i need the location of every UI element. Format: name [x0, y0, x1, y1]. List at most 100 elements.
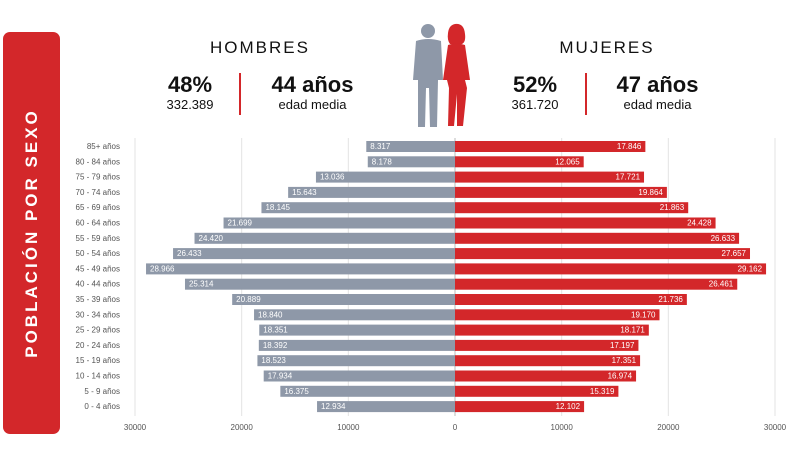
bar-hombres [288, 186, 455, 198]
mujeres-divider [585, 73, 587, 115]
bar-mujeres [455, 370, 637, 382]
bar-mujeres-label: 27.657 [722, 249, 747, 258]
bar-mujeres [455, 278, 738, 290]
bar-hombres [366, 141, 455, 152]
bar-hombres [194, 232, 455, 244]
side-banner: POBLACIÓN POR SEXO [3, 32, 60, 434]
bar-mujeres [455, 141, 646, 152]
bar-mujeres [455, 309, 660, 321]
bar-hombres [259, 324, 455, 336]
bar-mujeres [455, 401, 585, 413]
bar-mujeres-label: 17.197 [610, 341, 635, 350]
bar-hombres [367, 156, 455, 168]
mujeres-pct: 52% [512, 72, 558, 97]
bar-mujeres [455, 294, 687, 305]
bars [146, 141, 767, 413]
bar-hombres-label: 18.392 [263, 341, 288, 350]
bar-hombres-label: 15.643 [292, 188, 317, 197]
age-group-label: 5 - 9 años [84, 387, 120, 396]
mujeres-total: 361.720 [511, 97, 559, 112]
bar-mujeres [455, 385, 619, 397]
bar-hombres-label: 18.145 [265, 203, 290, 212]
bar-mujeres-label: 26.633 [711, 234, 736, 243]
bar-mujeres [455, 339, 639, 351]
age-group-label: 60 - 64 años [76, 219, 120, 228]
bar-hombres [263, 370, 455, 382]
hombres-divider [239, 73, 241, 115]
age-group-label: 35 - 39 años [76, 295, 120, 304]
mujeres-avg-label: edad media [623, 97, 692, 112]
age-group-label: 55 - 59 años [76, 234, 120, 243]
age-group-label: 80 - 84 años [76, 157, 120, 166]
bar-hombres-label: 26.433 [177, 249, 202, 258]
age-group-label: 15 - 19 años [76, 356, 120, 365]
bar-hombres [257, 355, 455, 367]
bar-hombres [280, 385, 455, 397]
age-group-label: 50 - 54 años [76, 249, 120, 258]
x-tick-label: 10000 [337, 423, 360, 432]
x-tick-label: 0 [453, 423, 458, 432]
bar-hombres-label: 24.420 [199, 234, 224, 243]
bar-mujeres [455, 217, 716, 229]
bar-hombres-label: 17.934 [268, 372, 293, 381]
x-tick-label: 30000 [764, 423, 787, 432]
woman-silhouette-icon [443, 23, 470, 126]
bar-mujeres [455, 248, 751, 260]
bar-hombres [184, 278, 455, 290]
bar-hombres [315, 171, 455, 183]
bar-hombres [173, 248, 455, 260]
mujeres-title: MUJERES [559, 38, 655, 57]
age-group-label: 10 - 14 años [76, 372, 120, 381]
bar-hombres [232, 294, 455, 305]
bar-hombres-label: 28.966 [150, 264, 175, 273]
bar-mujeres [455, 171, 645, 183]
bar-hombres [258, 339, 455, 351]
bar-mujeres [455, 186, 667, 198]
age-group-label: 25 - 29 años [76, 326, 120, 335]
bar-mujeres-label: 24.428 [687, 219, 712, 228]
bar-hombres-label: 25.314 [189, 280, 214, 289]
x-tick-label: 20000 [231, 423, 254, 432]
grid-lines [134, 138, 776, 416]
age-group-label: 70 - 74 años [76, 188, 120, 197]
bar-mujeres-label: 12.065 [555, 157, 580, 166]
bar-hombres-label: 20.889 [236, 295, 261, 304]
bar-hombres-label: 18.840 [258, 310, 283, 319]
bar-mujeres [455, 324, 649, 336]
bar-mujeres-label: 17.846 [617, 142, 642, 151]
bar-mujeres-label: 12.102 [556, 402, 581, 411]
age-group-label: 30 - 34 años [76, 310, 120, 319]
bar-hombres-label: 8.178 [372, 157, 393, 166]
mujeres-avg: 47 años [616, 72, 699, 97]
bar-mujeres [455, 263, 767, 275]
age-group-label: 85+ años [87, 142, 120, 151]
bar-mujeres-label: 29.162 [738, 264, 763, 273]
bar-hombres-label: 8.317 [370, 142, 391, 151]
age-group-label: 75 - 79 años [76, 173, 120, 182]
x-tick-label: 20000 [657, 423, 680, 432]
bar-mujeres [455, 156, 584, 168]
age-group-label: 20 - 24 años [76, 341, 120, 350]
bar-hombres [223, 217, 455, 229]
hombres-pct: 48% [167, 72, 213, 97]
bar-mujeres-label: 18.171 [620, 326, 645, 335]
bar-hombres-label: 18.523 [261, 356, 286, 365]
age-group-label: 40 - 44 años [76, 280, 120, 289]
bar-hombres [317, 401, 455, 413]
man-silhouette-icon [413, 24, 443, 127]
bar-hombres-label: 12.934 [321, 402, 346, 411]
x-tick-label: 30000 [124, 423, 147, 432]
bar-mujeres-label: 26.461 [709, 280, 734, 289]
bar-hombres-label: 16.375 [284, 387, 309, 396]
hombres-total: 332.389 [166, 97, 214, 112]
bar-mujeres-label: 21.863 [660, 203, 685, 212]
bar-hombres [261, 202, 455, 214]
age-group-label: 45 - 49 años [76, 264, 120, 273]
bar-hombres [146, 263, 455, 275]
age-group-label: 65 - 69 años [76, 203, 120, 212]
bar-hombres [254, 309, 455, 321]
bar-mujeres [455, 355, 641, 367]
man-and-woman-silhouette-icon [413, 23, 470, 127]
bar-mujeres-label: 17.721 [616, 173, 641, 182]
